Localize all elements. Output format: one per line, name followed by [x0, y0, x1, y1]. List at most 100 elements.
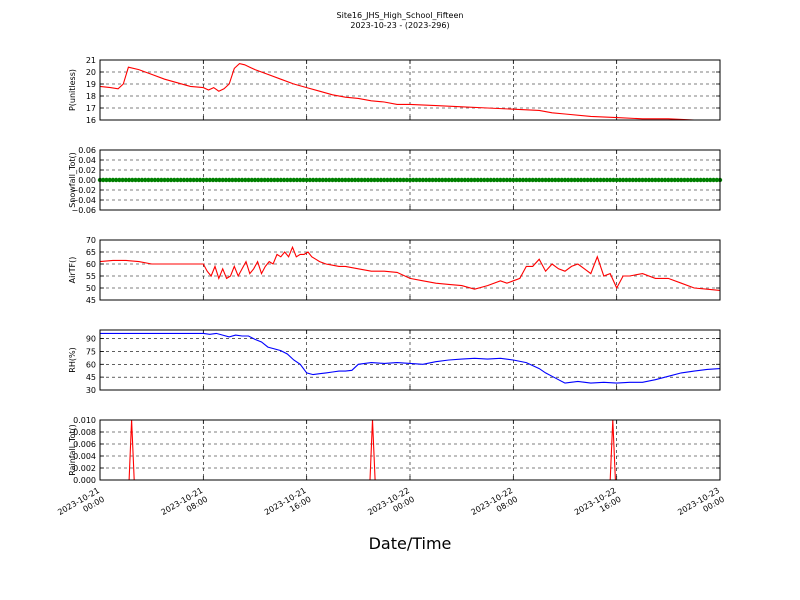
data-point	[614, 177, 619, 183]
data-point	[310, 177, 316, 183]
data-point	[217, 177, 222, 183]
data-point	[123, 177, 129, 183]
data-point	[491, 177, 497, 183]
data-point	[611, 177, 616, 183]
data-point	[430, 177, 435, 183]
data-point	[262, 177, 267, 183]
data-point	[146, 177, 151, 183]
data-point	[685, 177, 690, 183]
data-point	[601, 177, 606, 183]
data-point	[285, 177, 290, 183]
data-point	[595, 177, 600, 183]
data-point	[259, 177, 264, 183]
y-tick-label: 90	[86, 335, 96, 344]
y-tick-label: 0.04	[78, 156, 96, 165]
data-point	[608, 177, 613, 183]
y-axis-label: AirTF()	[68, 257, 77, 284]
y-tick-label: 65	[86, 248, 96, 257]
data-point	[433, 177, 439, 183]
data-point	[417, 177, 422, 183]
data-point	[598, 177, 603, 183]
y-tick-label: 21	[86, 56, 96, 65]
y-tick-label: 60	[86, 360, 96, 369]
y-tick-label: 45	[86, 296, 96, 305]
data-point	[110, 177, 116, 183]
data-point	[453, 177, 458, 183]
data-point	[682, 177, 687, 183]
y-axis-label: Rainfall_Tot()	[68, 424, 77, 476]
data-point	[165, 177, 171, 183]
data-point	[691, 177, 697, 183]
data-point	[456, 177, 461, 183]
data-point	[272, 177, 277, 183]
data-point	[359, 177, 364, 183]
data-point	[536, 177, 542, 183]
data-point	[701, 177, 707, 183]
data-point	[398, 177, 403, 183]
data-point	[184, 177, 190, 183]
data-point	[210, 177, 216, 183]
data-point	[155, 177, 161, 183]
data-point	[317, 177, 322, 183]
data-point	[482, 177, 487, 183]
data-point	[162, 177, 167, 183]
data-point	[104, 177, 109, 183]
data-point	[168, 177, 174, 183]
y-tick-label: −0.02	[71, 186, 96, 195]
data-point	[646, 177, 652, 183]
data-point	[126, 177, 132, 183]
data-point	[101, 177, 106, 183]
data-point	[343, 177, 348, 183]
data-point	[223, 177, 229, 183]
data-point	[524, 177, 529, 183]
y-tick-label: −0.06	[71, 206, 96, 215]
data-point	[675, 177, 681, 183]
data-point	[688, 177, 694, 183]
data-point	[604, 177, 610, 183]
y-tick-label: 0.010	[73, 416, 96, 425]
data-point	[194, 177, 200, 183]
data-point	[698, 177, 703, 183]
y-tick-label: 0.06	[78, 146, 96, 155]
data-point	[301, 177, 306, 183]
data-point	[256, 177, 261, 183]
data-point	[246, 177, 251, 183]
data-point	[591, 177, 597, 183]
data-point	[136, 177, 141, 183]
data-point	[120, 177, 125, 183]
data-point	[662, 177, 668, 183]
data-point	[559, 177, 564, 183]
data-point	[181, 177, 187, 183]
data-point	[291, 177, 296, 183]
data-point	[139, 177, 145, 183]
data-point	[585, 177, 590, 183]
data-point	[566, 177, 571, 183]
data-point	[152, 177, 158, 183]
data-point	[113, 177, 119, 183]
data-point	[130, 177, 135, 183]
y-tick-label: 18	[86, 92, 96, 101]
plot-frame	[99, 329, 721, 391]
data-point	[556, 177, 561, 183]
data-point	[562, 177, 568, 183]
data-point	[440, 177, 445, 183]
data-point	[407, 177, 413, 183]
data-point	[239, 177, 245, 183]
plot-frame	[99, 239, 721, 301]
data-point	[197, 177, 203, 183]
data-point	[159, 177, 164, 183]
data-point	[349, 177, 355, 183]
data-point	[307, 177, 313, 183]
data-point	[333, 177, 338, 183]
data-point	[369, 177, 374, 183]
x-axis-label: Date/Time	[368, 534, 452, 553]
plot-frame	[99, 59, 721, 121]
data-point	[659, 177, 665, 183]
x-tick-label: 2023-10-2200:00	[366, 486, 416, 526]
data-point	[527, 177, 532, 183]
data-point	[230, 177, 235, 183]
data-point	[504, 177, 510, 183]
data-point	[582, 177, 587, 183]
data-point	[278, 177, 284, 183]
data-point	[627, 177, 632, 183]
